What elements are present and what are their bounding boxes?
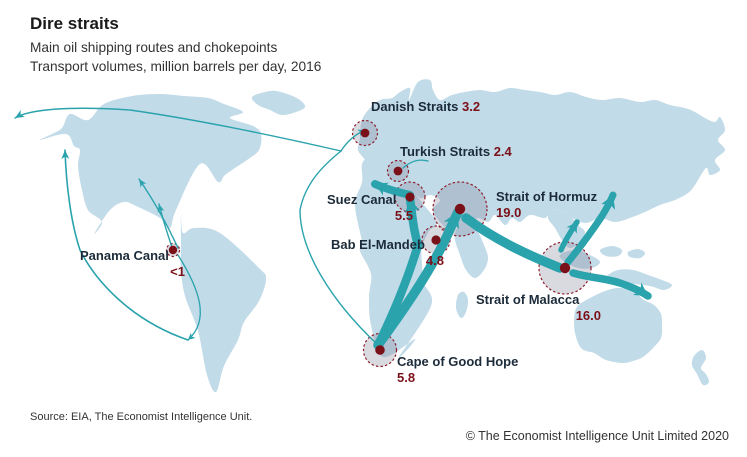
svg-text:5.5: 5.5: [395, 208, 413, 223]
svg-text:Suez Canal: Suez Canal: [327, 192, 396, 207]
svg-text:Strait of Malacca: Strait of Malacca: [476, 292, 580, 307]
svg-text:5.8: 5.8: [397, 370, 415, 385]
svg-text:Danish Straits 3.2: Danish Straits 3.2: [371, 99, 480, 114]
svg-text:Panama Canal: Panama Canal: [80, 248, 169, 263]
svg-text:4.8: 4.8: [426, 253, 444, 268]
svg-text:Turkish Straits 2.4: Turkish Straits 2.4: [400, 144, 513, 159]
svg-text:Strait of Hormuz: Strait of Hormuz: [496, 189, 598, 204]
svg-text:Bab El-Mandeb: Bab El-Mandeb: [331, 237, 425, 252]
svg-text:16.0: 16.0: [576, 308, 601, 323]
svg-text:19.0: 19.0: [496, 205, 521, 220]
svg-text:Cape of Good Hope: Cape of Good Hope: [397, 354, 518, 369]
svg-text:<1: <1: [170, 264, 185, 279]
